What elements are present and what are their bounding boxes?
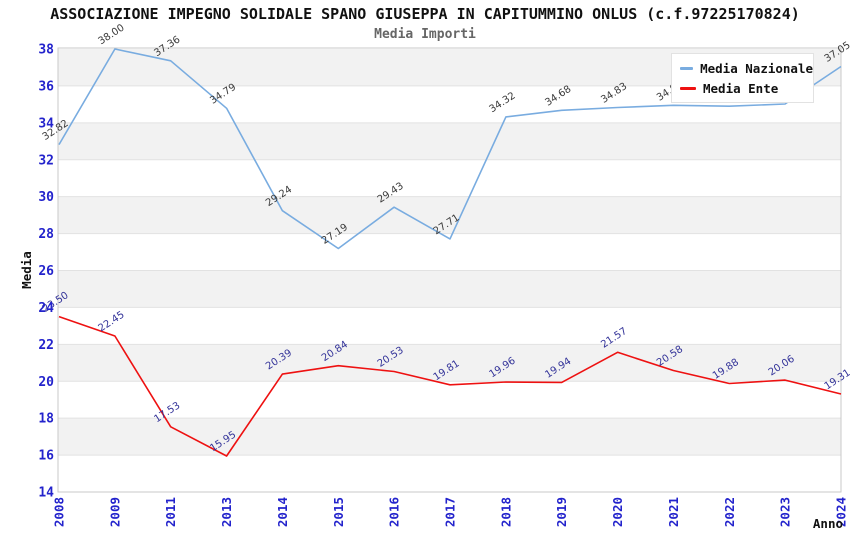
legend-label-media-ente: Media Ente	[703, 80, 779, 96]
x-axis-tick-label: 2021	[666, 497, 681, 527]
y-axis-title: Media	[19, 251, 34, 289]
x-axis-tick-label: 2019	[554, 497, 569, 527]
x-axis-tick-label: 2018	[498, 497, 513, 527]
y-axis-tick-label: 22	[38, 338, 54, 353]
y-axis-tick-label: 38	[38, 43, 54, 58]
series-line-media-nazionale	[58, 48, 842, 250]
legend-item-media-ente: Media Ente	[680, 81, 813, 96]
y-axis-tick-label: 26	[38, 264, 54, 279]
grid-band	[58, 418, 841, 456]
chart-subtitle: Media Importi	[374, 27, 476, 42]
legend-swatch-media-ente	[680, 86, 696, 90]
x-axis-title: Anno	[813, 516, 843, 531]
grid-band	[58, 196, 841, 234]
y-axis-tick-label: 34	[38, 116, 54, 131]
legend-label-media-nazionale: Media Nazionale	[700, 60, 813, 76]
x-axis-tick-label: 2008	[52, 497, 67, 527]
data-label-media-nazionale: 34.32	[488, 90, 518, 115]
y-axis-tick-label: 18	[38, 412, 54, 427]
plot-border	[57, 47, 842, 493]
x-axis-tick-label: 2017	[443, 497, 458, 527]
grid-band	[58, 270, 841, 308]
y-axis-tick-label: 16	[38, 449, 54, 464]
data-label-media-nazionale: 34.68	[543, 84, 573, 109]
x-axis-tick-label: 2013	[219, 497, 234, 527]
x-axis-tick-label: 2009	[107, 497, 122, 527]
data-label-media-ente: 22.45	[97, 309, 127, 334]
legend-swatch-media-nazionale	[680, 66, 694, 70]
x-axis-tick-label: 2023	[778, 497, 793, 527]
x-axis-tick-label: 2024	[834, 497, 849, 527]
x-axis-tick-label: 2014	[275, 497, 290, 527]
x-axis-tick-label: 2011	[163, 497, 178, 527]
grid-band	[58, 344, 841, 382]
chart-title: ASSOCIAZIONE IMPEGNO SOLIDALE SPANO GIUS…	[50, 5, 800, 23]
y-axis-tick-label: 14	[38, 486, 54, 501]
y-axis-tick-label: 20	[38, 375, 54, 390]
x-axis-tick-label: 2020	[610, 497, 625, 527]
y-axis-tick-label: 30	[38, 190, 54, 205]
x-axis-tick-label: 2015	[331, 497, 346, 527]
y-axis-tick-label: 36	[38, 79, 54, 94]
data-label-media-nazionale: 38.00	[97, 22, 127, 47]
x-axis-tick-label: 2016	[387, 497, 402, 527]
y-axis-tick-label: 32	[38, 153, 54, 168]
y-axis-tick-label: 24	[38, 301, 54, 316]
legend-item-media-nazionale: Media Nazionale	[680, 61, 813, 76]
x-axis-tick-label: 2022	[722, 497, 737, 527]
grid-band	[58, 122, 841, 160]
series-line-media-ente	[58, 315, 842, 457]
y-axis-tick-label: 28	[38, 227, 54, 242]
legend: Media Nazionale Media Ente	[671, 53, 814, 103]
